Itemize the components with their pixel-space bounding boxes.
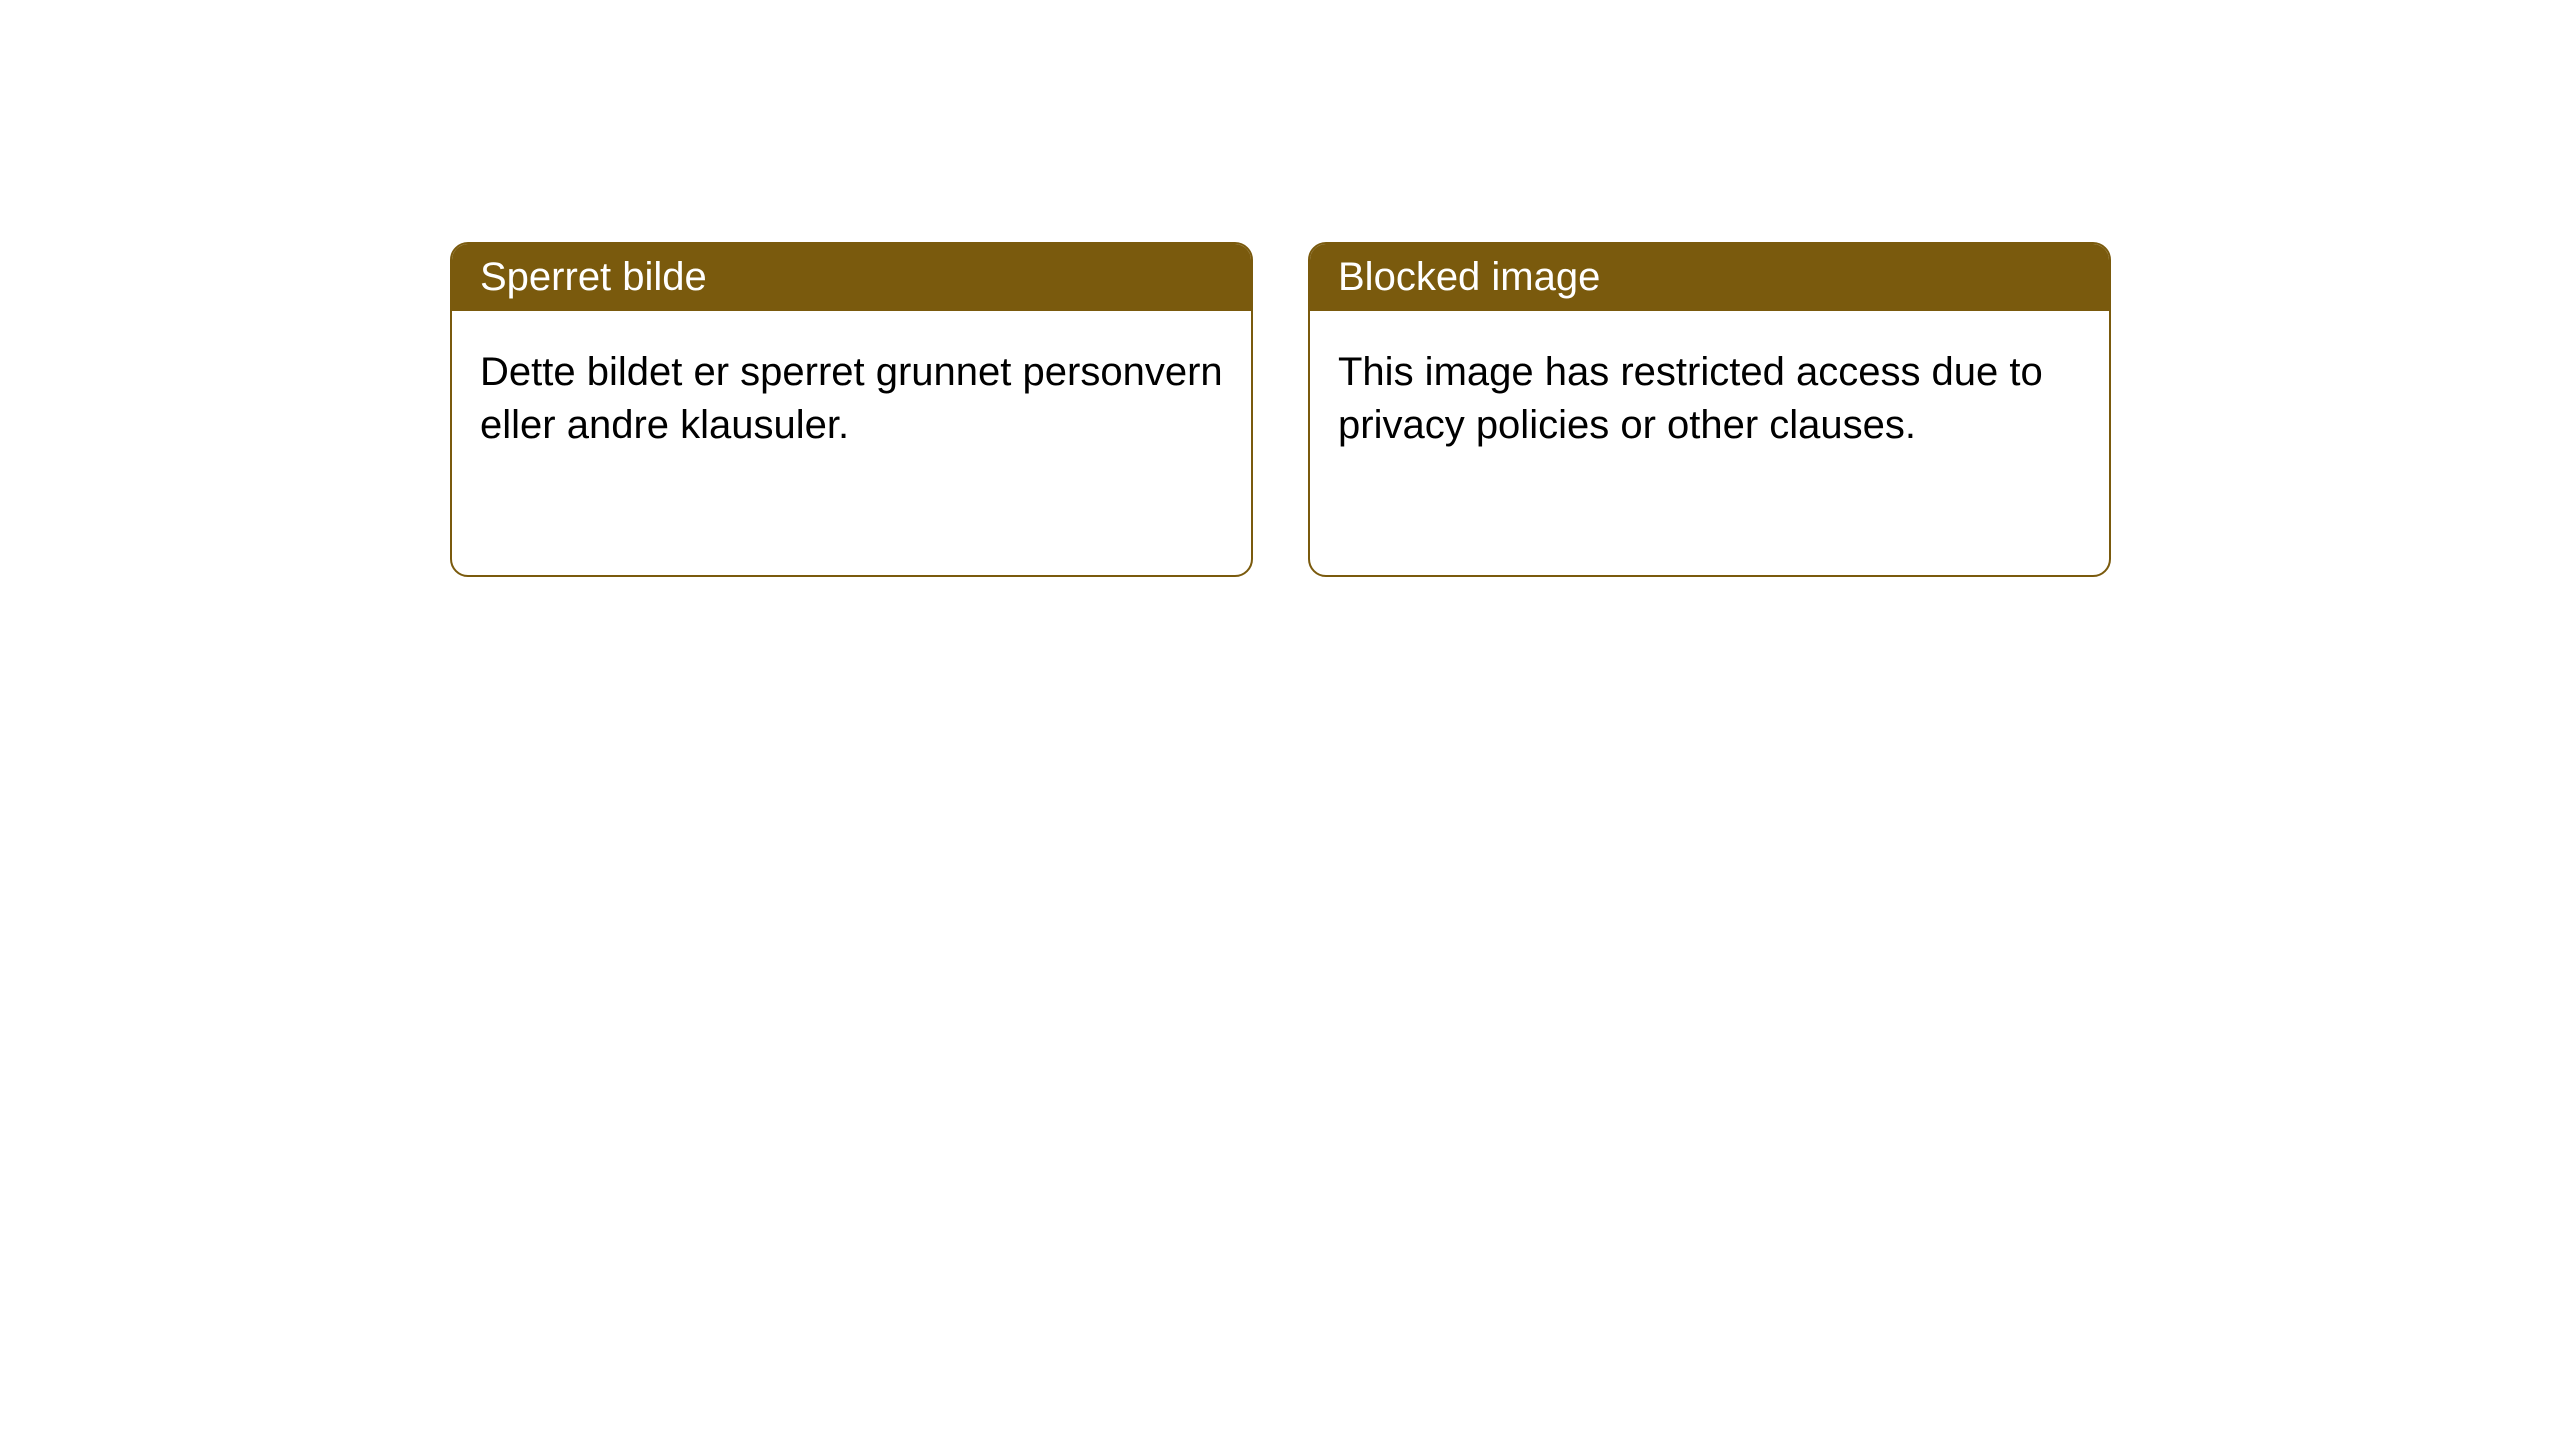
card-header: Sperret bilde: [452, 244, 1251, 311]
cards-container: Sperret bilde Dette bildet er sperret gr…: [450, 242, 2111, 577]
card-body: Dette bildet er sperret grunnet personve…: [452, 311, 1251, 487]
blocked-image-card-en: Blocked image This image has restricted …: [1308, 242, 2111, 577]
card-body: This image has restricted access due to …: [1310, 311, 2109, 487]
card-header: Blocked image: [1310, 244, 2109, 311]
blocked-image-card-no: Sperret bilde Dette bildet er sperret gr…: [450, 242, 1253, 577]
